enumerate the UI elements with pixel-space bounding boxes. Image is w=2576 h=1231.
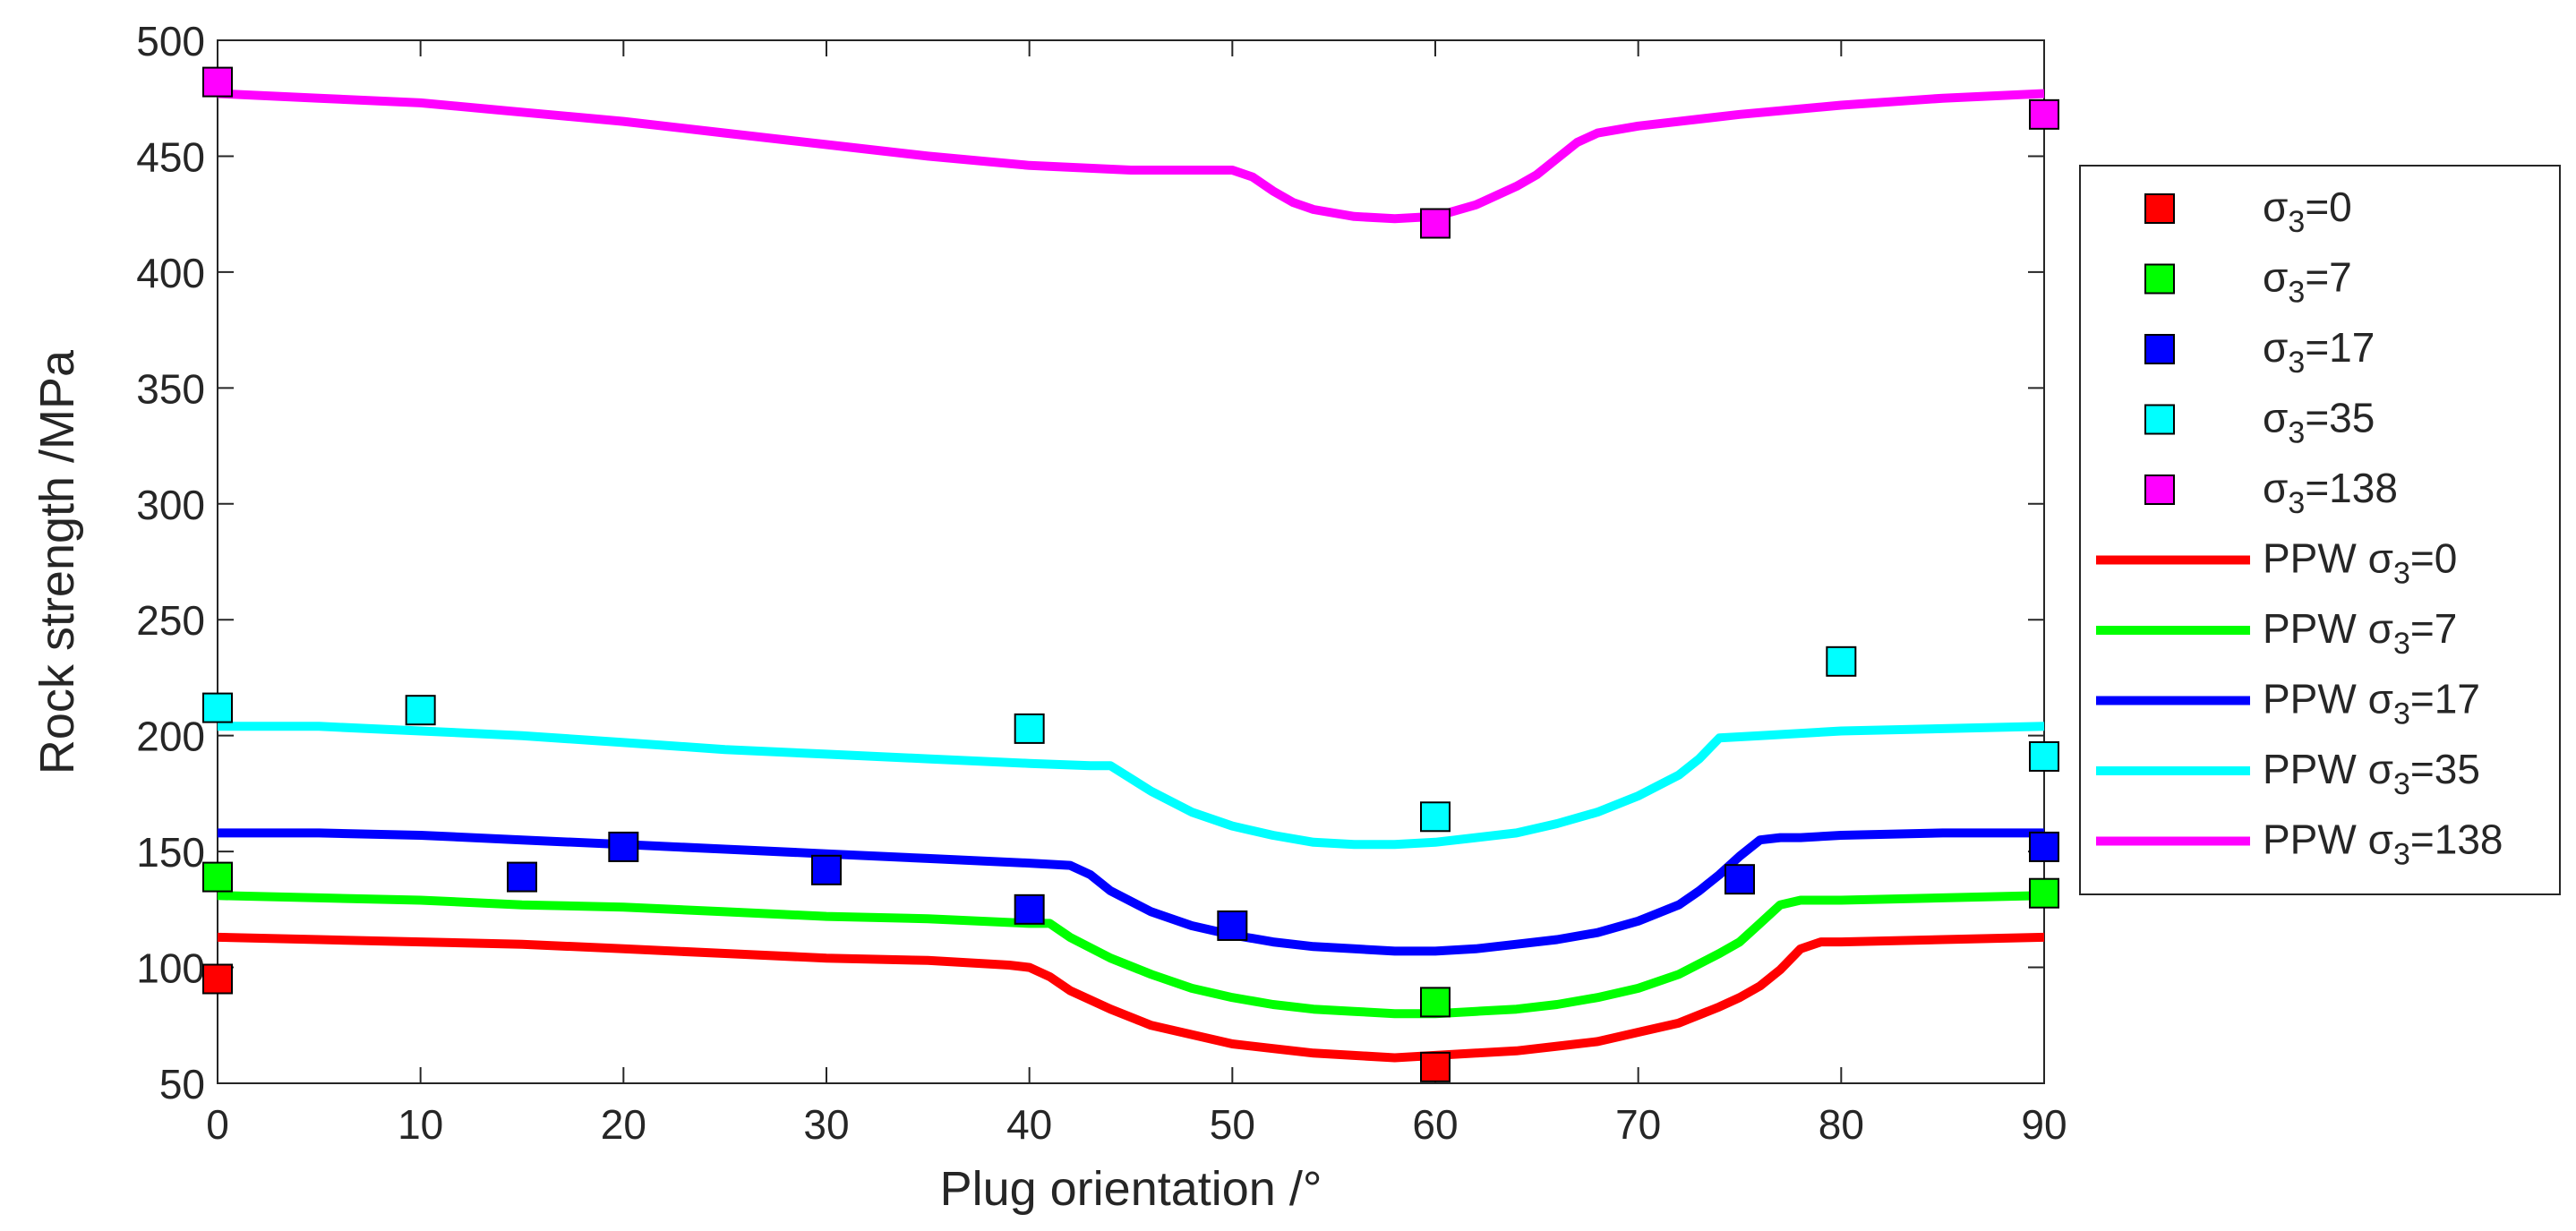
line-ppw-sigma3-17 [218,828,2044,956]
marker-sigma3-17 [2029,831,2059,862]
marker-sigma3-138 [1420,208,1451,239]
x-tick-label: 90 [2021,1101,2067,1148]
line-ppw-sigma3-7 [217,891,2045,1019]
marker-sigma3-17 [608,831,639,862]
plot-area [217,39,2045,1084]
y-tick-label: 500 [136,18,205,64]
marker-sigma3-17 [507,861,537,893]
marker-sigma3-0 [202,963,233,995]
legend-label-sigma3-0: σ3=0 [2263,184,2352,239]
legend: σ3=0 σ3=7 σ3=17 σ3=35 σ3=138 PPW σ3=0 PPW σ3=7… [2079,165,2561,895]
x-tick-label: 0 [206,1101,229,1148]
legend-label-ppw-sigma3-17: PPW σ3=17 [2263,676,2480,731]
legend-marker-sigma3-7 [2144,263,2175,295]
legend-label-ppw-sigma3-138: PPW σ3=138 [2263,816,2503,872]
line-ppw-sigma3-138 [217,89,2045,224]
legend-label-ppw-sigma3-35: PPW σ3=35 [2263,746,2480,801]
x-tick-label: 10 [398,1101,443,1148]
marker-sigma3-35 [202,692,233,723]
scatter-series-group [202,66,2059,1082]
marker-sigma3-0 [1420,1051,1451,1082]
legend-marker-sigma3-0 [2144,193,2175,224]
y-axis-label: Rock strength /MPa [30,349,84,774]
y-tick-label: 150 [136,829,205,876]
legend-label-sigma3-17: σ3=17 [2263,324,2375,380]
x-axis: 0 10 20 30 40 50 60 70 80 90 [206,40,2067,1148]
line-ppw-sigma3-35 [218,722,2045,850]
marker-sigma3-35 [1826,645,1857,677]
y-tick-label: 50 [159,1061,205,1107]
marker-sigma3-17 [811,854,842,885]
legend-label-sigma3-35: σ3=35 [2263,395,2375,450]
marker-sigma3-7 [202,861,233,893]
line-series-group [217,89,2045,1063]
legend-marker-sigma3-17 [2144,334,2175,364]
marker-sigma3-7 [2029,877,2059,909]
y-tick-label: 200 [136,714,205,760]
marker-sigma3-7 [1420,987,1451,1018]
marker-sigma3-35 [405,695,436,726]
x-tick-label: 50 [1210,1101,1255,1148]
x-tick-label: 60 [1412,1101,1458,1148]
marker-sigma3-138 [202,66,233,98]
y-tick-label: 250 [136,597,205,644]
y-tick-label: 450 [136,133,205,180]
x-tick-label: 80 [1819,1101,1864,1148]
x-tick-label: 70 [1615,1101,1661,1148]
legend-label-ppw-sigma3-7: PPW σ3=7 [2263,605,2457,661]
line-ppw-sigma3-0 [217,932,2045,1063]
y-tick-label: 400 [136,250,205,296]
marker-sigma3-35 [1420,801,1451,833]
legend-label-ppw-sigma3-0: PPW σ3=0 [2263,535,2457,591]
marker-sigma3-35 [1014,713,1045,744]
marker-sigma3-138 [2029,98,2059,130]
x-tick-label: 30 [803,1101,849,1148]
x-tick-label: 40 [1006,1101,1052,1148]
marker-sigma3-17 [1014,893,1045,925]
marker-sigma3-35 [2029,740,2059,772]
legend-label-sigma3-7: σ3=7 [2263,254,2352,310]
y-axis: 50 100 150 200 250 300 350 400 450 500 [136,18,2044,1107]
legend-marker-sigma3-138 [2144,474,2175,505]
marker-sigma3-17 [1724,864,1755,895]
y-tick-label: 300 [136,482,205,528]
y-tick-label: 350 [136,365,205,412]
x-axis-label: Plug orientation /° [940,1162,1322,1216]
marker-sigma3-17 [1217,910,1248,941]
y-tick-label: 100 [136,945,205,992]
legend-label-sigma3-138: σ3=138 [2263,465,2398,520]
legend-marker-sigma3-35 [2144,404,2175,435]
x-tick-label: 20 [601,1101,646,1148]
